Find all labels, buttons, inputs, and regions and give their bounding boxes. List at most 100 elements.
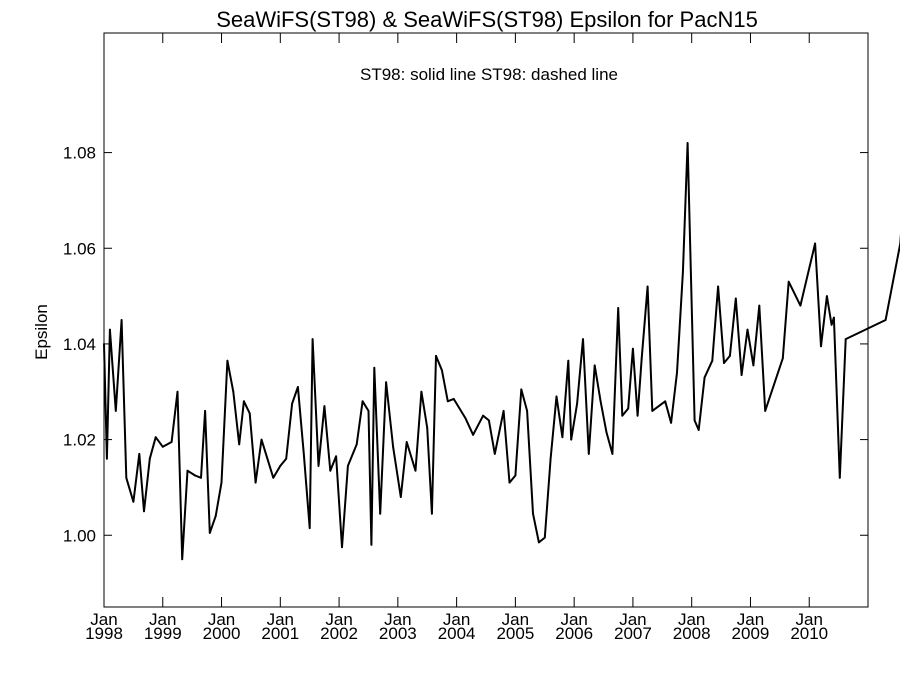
x-tick-month-label: Jan	[267, 610, 294, 629]
x-tick-year-label: 2003	[379, 624, 417, 643]
data-point	[482, 414, 484, 417]
data-point	[186, 469, 189, 472]
data-point	[593, 364, 596, 367]
data-point	[617, 307, 620, 309]
data-point	[226, 359, 229, 362]
data-point	[670, 421, 672, 424]
data-point	[508, 481, 511, 484]
data-point	[587, 453, 590, 455]
data-point	[723, 362, 725, 364]
data-point	[335, 455, 337, 458]
data-point	[686, 142, 689, 144]
data-point	[664, 400, 667, 403]
x-tick-year-label: 2008	[673, 624, 711, 643]
data-point	[640, 357, 643, 360]
data-point	[232, 390, 235, 393]
data-point	[502, 410, 505, 412]
x-tick-year-label: 1999	[144, 624, 182, 643]
data-point	[120, 319, 123, 321]
data-point	[605, 431, 608, 434]
x-tick-year-label: 1998	[85, 624, 123, 643]
data-point	[576, 402, 578, 405]
data-point	[814, 242, 816, 245]
data-point	[646, 285, 649, 288]
x-tick-month-label: Jan	[208, 610, 235, 629]
data-point	[367, 410, 370, 412]
y-tick-label: 1.02	[63, 431, 96, 450]
data-point	[317, 465, 320, 467]
data-point	[555, 395, 558, 398]
data-point	[446, 400, 449, 403]
data-point	[243, 400, 245, 403]
data-point	[154, 436, 157, 439]
data-point	[291, 402, 293, 405]
data-point	[373, 366, 376, 369]
data-point	[254, 481, 257, 484]
x-tick-month-label: Jan	[384, 610, 411, 629]
data-point	[781, 357, 784, 360]
data-point	[214, 515, 217, 517]
data-point	[820, 345, 822, 348]
plot-frame	[103, 32, 869, 608]
data-point	[636, 414, 639, 417]
y-tick-label: 1.04	[63, 335, 96, 354]
data-point	[420, 390, 423, 393]
x-tick-month-label: Jan	[502, 610, 529, 629]
data-point	[200, 476, 202, 479]
data-point	[341, 546, 343, 549]
data-point	[464, 417, 467, 419]
data-point	[399, 496, 402, 498]
x-tick-month-label: Jan	[90, 610, 117, 629]
data-point	[347, 465, 349, 467]
data-point	[441, 369, 443, 372]
data-point	[532, 512, 534, 515]
series-line	[103, 142, 900, 561]
data-point	[266, 457, 269, 460]
x-tick-month-label: Jan	[737, 610, 764, 629]
y-tick-label: 1.06	[63, 239, 96, 258]
data-point	[472, 433, 474, 436]
data-point	[520, 388, 523, 391]
x-tick-year-label: 2001	[261, 624, 299, 643]
data-point	[570, 438, 573, 441]
data-point	[729, 355, 731, 357]
data-point	[826, 295, 828, 297]
data-point	[279, 465, 282, 467]
data-point	[143, 510, 145, 513]
data-point	[238, 443, 241, 446]
data-point	[181, 558, 184, 561]
data-point	[884, 319, 887, 321]
data-point	[125, 476, 128, 479]
y-axis-ticks: 1.00 1.02 1.04 1.06 1.08	[63, 144, 868, 545]
data-point	[514, 474, 517, 477]
x-tick-month-label: Jan	[678, 610, 705, 629]
data-point	[323, 405, 326, 407]
data-point	[844, 338, 847, 340]
x-tick-year-label: 2006	[555, 624, 593, 643]
data-point	[161, 445, 164, 448]
x-tick-month-label: Jan	[325, 610, 352, 629]
data-point	[431, 512, 433, 515]
x-tick-year-label: 2007	[614, 624, 652, 643]
data-point	[703, 376, 706, 379]
data-point	[379, 512, 382, 515]
data-point	[355, 443, 358, 446]
data-point	[385, 381, 387, 384]
data-point	[138, 453, 141, 455]
data-point	[392, 445, 394, 448]
legend-text: ST98: solid line ST98: dashed line	[360, 65, 618, 84]
data-point	[567, 359, 570, 362]
data-point	[676, 371, 678, 374]
data-point	[838, 476, 841, 479]
data-point	[599, 400, 602, 403]
data-point	[549, 457, 552, 460]
data-point	[693, 419, 696, 422]
data-point	[493, 453, 496, 455]
data-point	[746, 328, 749, 331]
data-point	[302, 453, 305, 455]
data-point	[611, 453, 614, 455]
data-point	[426, 426, 429, 429]
data-point	[297, 386, 299, 388]
data-point	[248, 412, 251, 415]
